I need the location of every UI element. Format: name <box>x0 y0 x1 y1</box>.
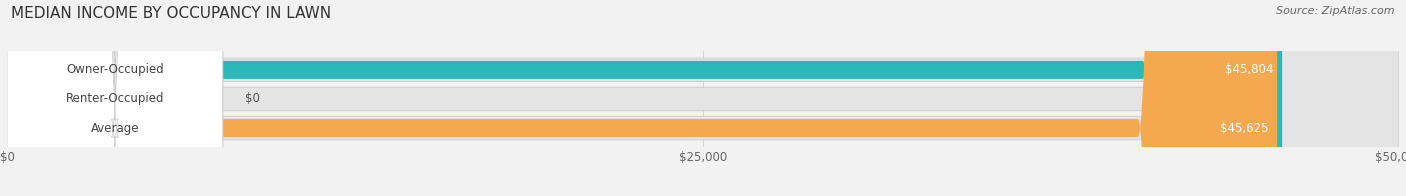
FancyBboxPatch shape <box>7 0 1399 196</box>
FancyBboxPatch shape <box>7 0 1399 196</box>
Text: Average: Average <box>90 122 139 135</box>
Text: $45,625: $45,625 <box>1220 122 1268 135</box>
FancyBboxPatch shape <box>7 0 222 196</box>
Text: $0: $0 <box>245 93 260 105</box>
FancyBboxPatch shape <box>7 0 222 196</box>
FancyBboxPatch shape <box>7 0 222 196</box>
Text: Source: ZipAtlas.com: Source: ZipAtlas.com <box>1277 6 1395 16</box>
Text: MEDIAN INCOME BY OCCUPANCY IN LAWN: MEDIAN INCOME BY OCCUPANCY IN LAWN <box>11 6 332 21</box>
FancyBboxPatch shape <box>7 0 1399 196</box>
Text: Owner-Occupied: Owner-Occupied <box>66 63 163 76</box>
FancyBboxPatch shape <box>7 0 1282 196</box>
FancyBboxPatch shape <box>7 0 1277 196</box>
Text: Renter-Occupied: Renter-Occupied <box>66 93 165 105</box>
Text: $45,804: $45,804 <box>1226 63 1274 76</box>
